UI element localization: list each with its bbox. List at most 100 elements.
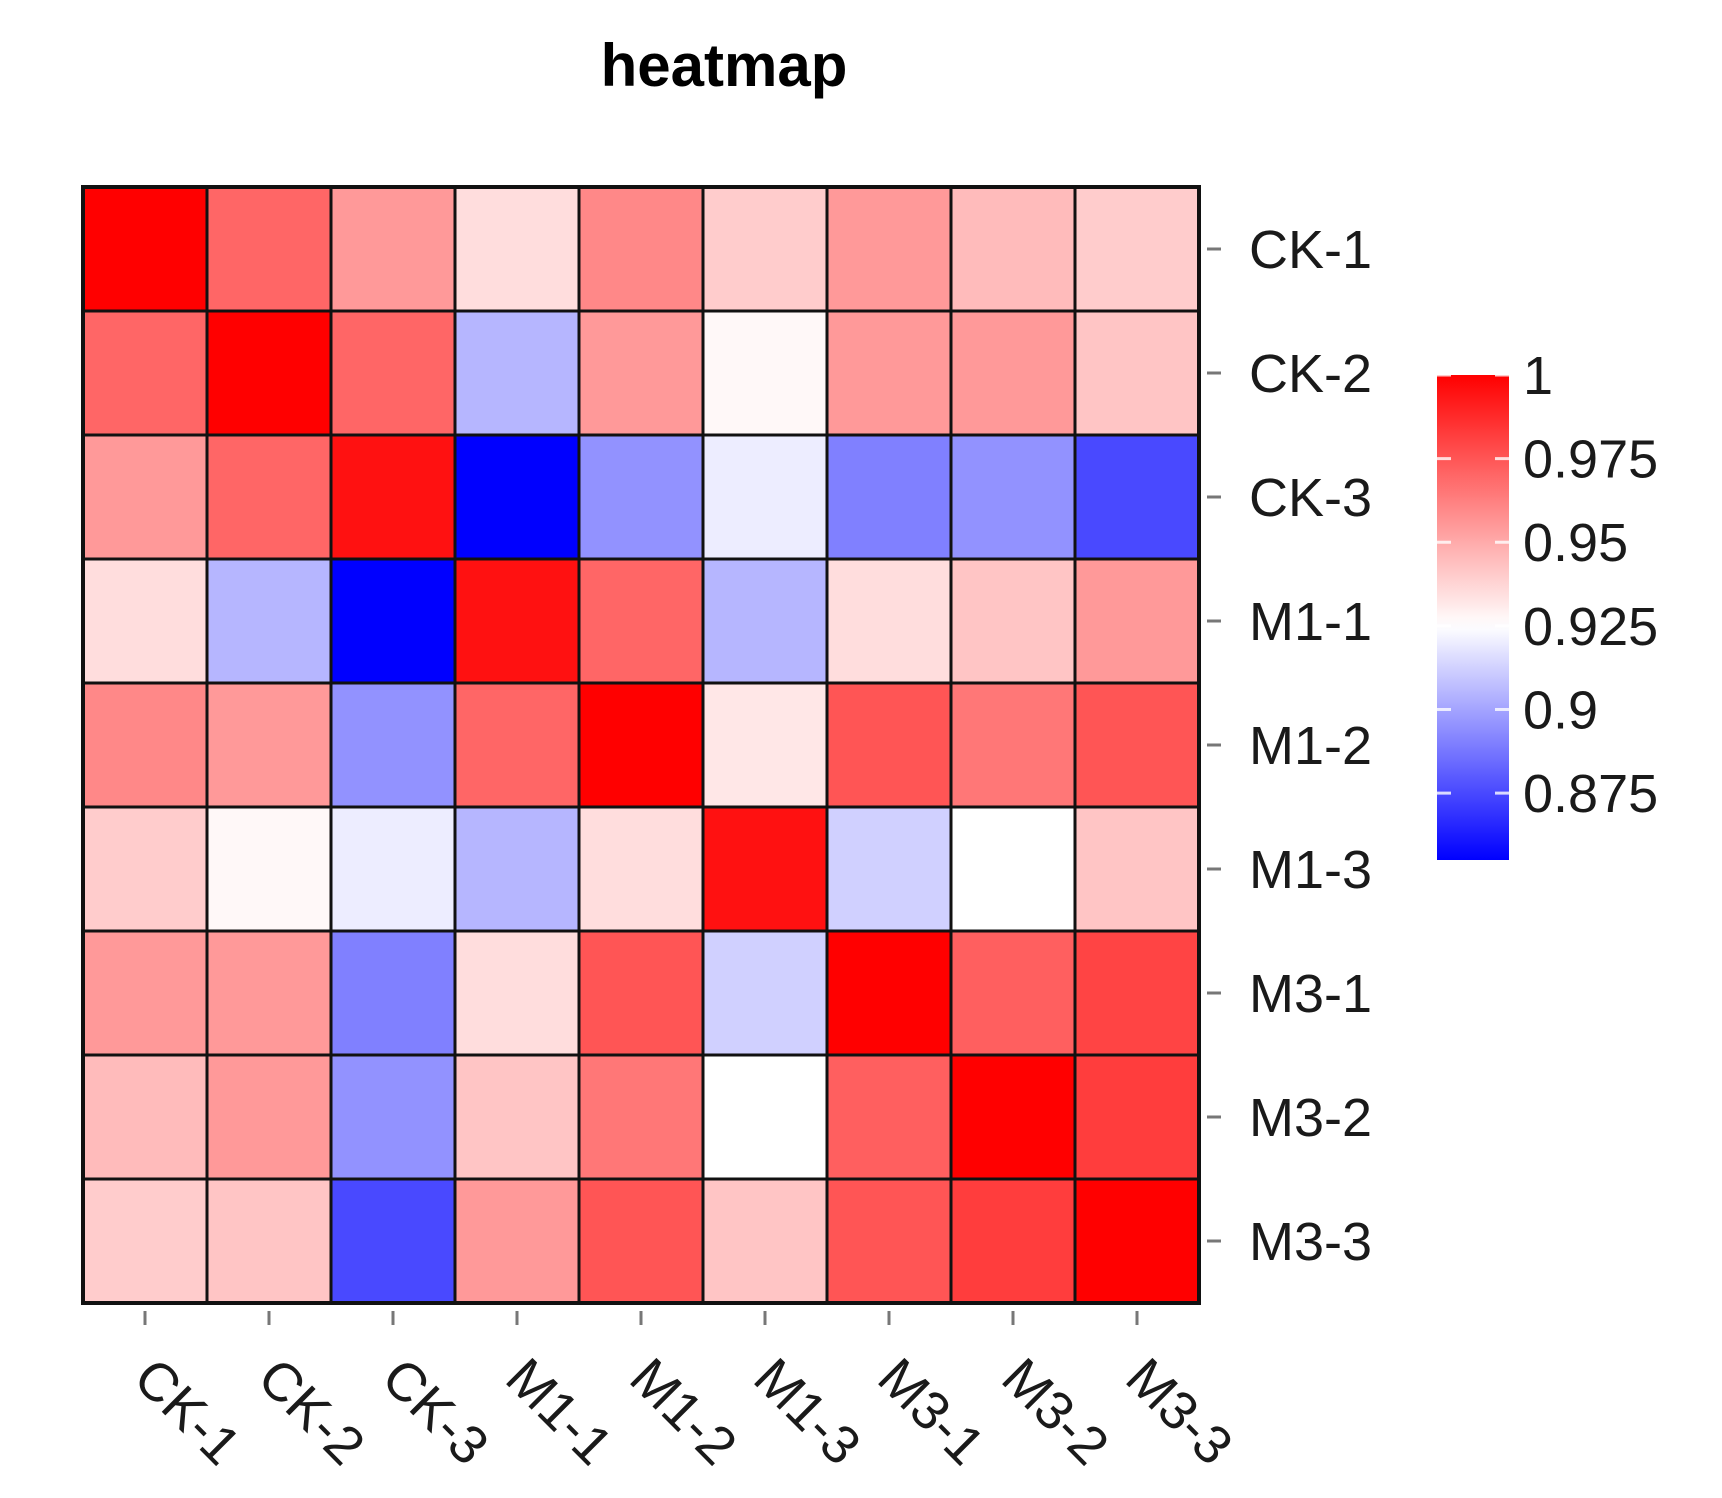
heatmap-cell-M3-3-M1-3	[701, 1177, 829, 1305]
col-label: M3-1	[867, 1347, 996, 1476]
heatmap-cell-M1-1-M3-3	[1073, 557, 1201, 685]
row-label: M3-3	[1249, 1212, 1372, 1272]
heatmap-cell-M3-1-CK-3	[329, 929, 457, 1057]
heatmap-cell-M1-2-M1-1	[453, 681, 581, 809]
row-axis: CK-1 CK-2 CK-3 M1-1 M1-2 M1-3 M3-1 M3-2 M3-3	[1207, 220, 1372, 1272]
legend-tick-label: 0.875	[1523, 764, 1658, 824]
color-legend: 1 0.975 0.95 0.925 0.9 0.875	[1437, 346, 1658, 860]
heatmap-cell-CK-3-M1-3	[701, 433, 829, 561]
heatmap-cell-M1-3-CK-1	[81, 805, 209, 933]
heatmap-cell-CK-2-M3-3	[1073, 309, 1201, 437]
chart-title: heatmap	[601, 32, 848, 99]
heatmap-cell-CK-2-M1-1	[453, 309, 581, 437]
heatmap-cells	[81, 185, 1201, 1305]
heatmap-cell-CK-2-CK-2	[205, 309, 333, 437]
heatmap-cell-CK-3-CK-2	[205, 433, 333, 561]
heatmap-cell-M3-1-CK-2	[205, 929, 333, 1057]
heatmap-cell-M1-1-M1-3	[701, 557, 829, 685]
col-axis: CK-1CK-2CK-3M1-1M1-2M1-3M3-1M3-2M3-3	[123, 1311, 1244, 1476]
heatmap-cell-CK-3-M3-1	[825, 433, 953, 561]
legend-tick-label: 0.95	[1523, 513, 1628, 573]
legend-tick-label: 1	[1523, 346, 1553, 406]
heatmap-cell-M3-2-CK-1	[81, 1053, 209, 1181]
heatmap-cell-M1-2-M1-3	[701, 681, 829, 809]
heatmap-cell-M3-1-M3-3	[1073, 929, 1201, 1057]
heatmap-cell-M1-2-CK-3	[329, 681, 457, 809]
heatmap-cell-M3-2-M1-2	[577, 1053, 705, 1181]
col-label: CK-3	[371, 1347, 500, 1476]
heatmap-border	[81, 185, 1201, 1305]
heatmap-cell-M1-1-M3-2	[949, 557, 1077, 685]
heatmap-cell-CK-1-M3-2	[949, 185, 1077, 313]
heatmap-cell-CK-1-M1-1	[453, 185, 581, 313]
heatmap-cell-CK-3-M1-2	[577, 433, 705, 561]
heatmap-cell-M3-2-M3-3	[1073, 1053, 1201, 1181]
heatmap-cell-M3-1-M1-1	[453, 929, 581, 1057]
heatmap-cell-M3-2-M3-2	[949, 1053, 1077, 1181]
heatmap-cell-CK-1-CK-1	[81, 185, 209, 313]
heatmap-cell-M3-2-CK-2	[205, 1053, 333, 1181]
col-label: M1-1	[495, 1347, 624, 1476]
heatmap-cell-M3-2-M1-3	[701, 1053, 829, 1181]
heatmap-cell-M3-3-M3-3	[1073, 1177, 1201, 1305]
heatmap-cell-M1-2-M3-1	[825, 681, 953, 809]
heatmap-cell-M1-1-M1-1	[453, 557, 581, 685]
heatmap-cell-CK-1-M1-3	[701, 185, 829, 313]
heatmap-cell-M3-3-M3-1	[825, 1177, 953, 1305]
heatmap-cell-M3-3-M1-2	[577, 1177, 705, 1305]
heatmap-cell-CK-1-CK-2	[205, 185, 333, 313]
heatmap-cell-M1-1-M3-1	[825, 557, 953, 685]
col-label: M3-3	[1115, 1347, 1244, 1476]
heatmap-cell-CK-2-M1-2	[577, 309, 705, 437]
heatmap-cell-M3-3-CK-2	[205, 1177, 333, 1305]
heatmap-cell-M1-2-CK-2	[205, 681, 333, 809]
heatmap-cell-CK-1-M3-1	[825, 185, 953, 313]
heatmap-cell-M1-3-M1-3	[701, 805, 829, 933]
col-label: CK-1	[123, 1347, 252, 1476]
heatmap-cell-CK-2-CK-1	[81, 309, 209, 437]
heatmap-cell-M1-2-M3-2	[949, 681, 1077, 809]
heatmap-cell-CK-2-M3-1	[825, 309, 953, 437]
heatmap-cell-CK-3-M3-2	[949, 433, 1077, 561]
heatmap-cell-M1-2-M1-2	[577, 681, 705, 809]
heatmap-cell-M3-1-CK-1	[81, 929, 209, 1057]
col-label: CK-2	[247, 1347, 376, 1476]
heatmap-cell-CK-3-M3-3	[1073, 433, 1201, 561]
heatmap-cell-M1-3-M1-2	[577, 805, 705, 933]
heatmap-cell-M3-3-CK-1	[81, 1177, 209, 1305]
heatmap-cell-CK-1-M1-2	[577, 185, 705, 313]
heatmap-cell-M3-3-M3-2	[949, 1177, 1077, 1305]
heatmap-cell-CK-1-M3-3	[1073, 185, 1201, 313]
col-label: M3-2	[991, 1347, 1120, 1476]
row-label: M1-2	[1249, 716, 1372, 776]
heatmap-cell-M3-1-M1-2	[577, 929, 705, 1057]
heatmap-cell-M1-3-M1-1	[453, 805, 581, 933]
heatmap-cell-M1-1-CK-3	[329, 557, 457, 685]
heatmap-cell-M1-3-CK-2	[205, 805, 333, 933]
heatmap-cell-M3-2-CK-3	[329, 1053, 457, 1181]
row-label: M3-1	[1249, 964, 1372, 1024]
heatmap-cell-M1-3-M3-2	[949, 805, 1077, 933]
legend-color-bar	[1437, 375, 1509, 860]
heatmap-cell-CK-3-M1-1	[453, 433, 581, 561]
heatmap-cell-M1-1-M1-2	[577, 557, 705, 685]
legend-tick-label: 0.975	[1523, 430, 1658, 490]
heatmap-cell-CK-1-CK-3	[329, 185, 457, 313]
row-label: M3-2	[1249, 1088, 1372, 1148]
heatmap-cell-M1-1-CK-1	[81, 557, 209, 685]
row-label: CK-1	[1249, 220, 1372, 280]
heatmap-cell-M3-3-M1-1	[453, 1177, 581, 1305]
legend-tick-label: 0.9	[1523, 680, 1598, 740]
heatmap-cell-CK-2-CK-3	[329, 309, 457, 437]
heatmap-cell-M1-1-CK-2	[205, 557, 333, 685]
row-label: M1-3	[1249, 840, 1372, 900]
col-label: M1-2	[619, 1347, 748, 1476]
row-label: M1-1	[1249, 592, 1372, 652]
heatmap-cell-M1-2-CK-1	[81, 681, 209, 809]
heatmap-cell-M3-1-M3-2	[949, 929, 1077, 1057]
heatmap-cell-M3-1-M3-1	[825, 929, 953, 1057]
heatmap-cell-M1-2-M3-3	[1073, 681, 1201, 809]
heatmap-cell-M1-3-M3-3	[1073, 805, 1201, 933]
